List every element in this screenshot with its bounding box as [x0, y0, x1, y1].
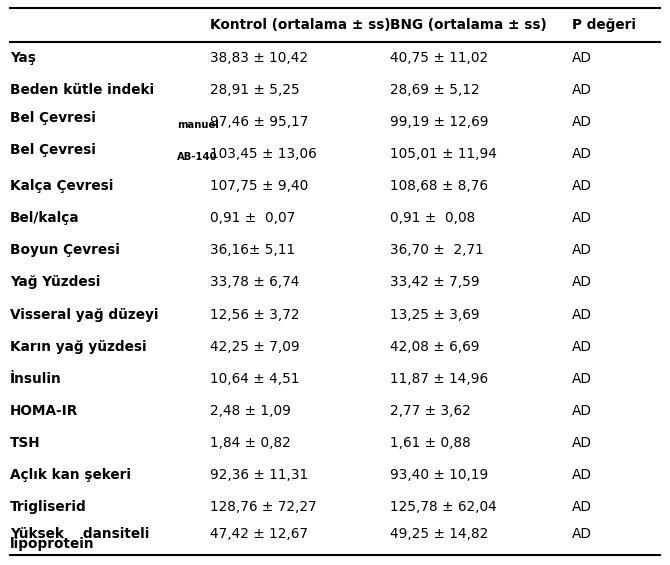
Text: AD: AD [572, 404, 592, 418]
Text: 1,84 ± 0,82: 1,84 ± 0,82 [210, 436, 291, 450]
Text: HOMA-IR: HOMA-IR [10, 404, 78, 418]
Text: 12,56 ± 3,72: 12,56 ± 3,72 [210, 307, 299, 321]
Text: Yağ Yüzdesi: Yağ Yüzdesi [10, 276, 100, 289]
Text: 0,91 ±  0,08: 0,91 ± 0,08 [390, 211, 475, 225]
Text: AD: AD [572, 83, 592, 97]
Text: lipoprotein: lipoprotein [10, 537, 94, 551]
Text: AD: AD [572, 244, 592, 258]
Text: Bel Çevresi: Bel Çevresi [10, 111, 96, 125]
Text: 108,68 ± 8,76: 108,68 ± 8,76 [390, 179, 488, 193]
Text: BNG (ortalama ± ss): BNG (ortalama ± ss) [390, 18, 547, 32]
Text: 105,01 ± 11,94: 105,01 ± 11,94 [390, 147, 497, 161]
Text: 47,42 ± 12,67: 47,42 ± 12,67 [210, 527, 308, 541]
Text: 13,25 ± 3,69: 13,25 ± 3,69 [390, 307, 480, 321]
Text: 103,45 ± 13,06: 103,45 ± 13,06 [210, 147, 317, 161]
Text: AD: AD [572, 307, 592, 321]
Text: Kalça Çevresi: Kalça Çevresi [10, 179, 113, 193]
Text: AD: AD [572, 179, 592, 193]
Text: AD: AD [572, 147, 592, 161]
Text: Yaş: Yaş [10, 51, 36, 65]
Text: 2,77 ± 3,62: 2,77 ± 3,62 [390, 404, 471, 418]
Text: 28,91 ± 5,25: 28,91 ± 5,25 [210, 83, 299, 97]
Text: AD: AD [572, 468, 592, 482]
Text: Açlık kan şekeri: Açlık kan şekeri [10, 468, 131, 482]
Text: 128,76 ± 72,27: 128,76 ± 72,27 [210, 500, 317, 514]
Text: 33,78 ± 6,74: 33,78 ± 6,74 [210, 276, 299, 289]
Text: 49,25 ± 14,82: 49,25 ± 14,82 [390, 527, 488, 541]
Text: AD: AD [572, 51, 592, 65]
Text: AD: AD [572, 340, 592, 354]
Text: Karın yağ yüzdesi: Karın yağ yüzdesi [10, 340, 147, 354]
Text: 40,75 ± 11,02: 40,75 ± 11,02 [390, 51, 488, 65]
Text: 33,42 ± 7,59: 33,42 ± 7,59 [390, 276, 480, 289]
Text: 28,69 ± 5,12: 28,69 ± 5,12 [390, 83, 480, 97]
Text: TSH: TSH [10, 436, 41, 450]
Text: 93,40 ± 10,19: 93,40 ± 10,19 [390, 468, 488, 482]
Text: AB-140: AB-140 [178, 151, 218, 162]
Text: manuel: manuel [178, 120, 219, 129]
Text: Bel Çevresi: Bel Çevresi [10, 143, 96, 157]
Text: 97,46 ± 95,17: 97,46 ± 95,17 [210, 115, 308, 129]
Text: AD: AD [572, 500, 592, 514]
Text: 36,70 ±  2,71: 36,70 ± 2,71 [390, 244, 484, 258]
Text: Boyun Çevresi: Boyun Çevresi [10, 244, 120, 258]
Text: 42,25 ± 7,09: 42,25 ± 7,09 [210, 340, 299, 354]
Text: 2,48 ± 1,09: 2,48 ± 1,09 [210, 404, 291, 418]
Text: 92,36 ± 11,31: 92,36 ± 11,31 [210, 468, 308, 482]
Text: İnsulin: İnsulin [10, 372, 62, 386]
Text: 99,19 ± 12,69: 99,19 ± 12,69 [390, 115, 488, 129]
Text: 11,87 ± 14,96: 11,87 ± 14,96 [390, 372, 488, 386]
Text: AD: AD [572, 211, 592, 225]
Text: Visseral yağ düzeyi: Visseral yağ düzeyi [10, 307, 159, 321]
Text: 38,83 ± 10,42: 38,83 ± 10,42 [210, 51, 308, 65]
Text: 107,75 ± 9,40: 107,75 ± 9,40 [210, 179, 308, 193]
Text: AD: AD [572, 527, 592, 541]
Text: Beden kütle indeki: Beden kütle indeki [10, 83, 154, 97]
Text: 10,64 ± 4,51: 10,64 ± 4,51 [210, 372, 299, 386]
Text: Kontrol (ortalama ± ss): Kontrol (ortalama ± ss) [210, 18, 391, 32]
Text: Yüksek    dansiteli: Yüksek dansiteli [10, 527, 149, 541]
Text: 125,78 ± 62,04: 125,78 ± 62,04 [390, 500, 496, 514]
Text: AD: AD [572, 436, 592, 450]
Text: Trigliserid: Trigliserid [10, 500, 86, 514]
Text: AD: AD [572, 372, 592, 386]
Text: Bel/kalça: Bel/kalça [10, 211, 80, 225]
Text: P değeri: P değeri [572, 18, 636, 32]
Text: 42,08 ± 6,69: 42,08 ± 6,69 [390, 340, 480, 354]
Text: AD: AD [572, 115, 592, 129]
Text: 1,61 ± 0,88: 1,61 ± 0,88 [390, 436, 471, 450]
Text: AD: AD [572, 276, 592, 289]
Text: 0,91 ±  0,07: 0,91 ± 0,07 [210, 211, 295, 225]
Text: 36,16± 5,11: 36,16± 5,11 [210, 244, 295, 258]
